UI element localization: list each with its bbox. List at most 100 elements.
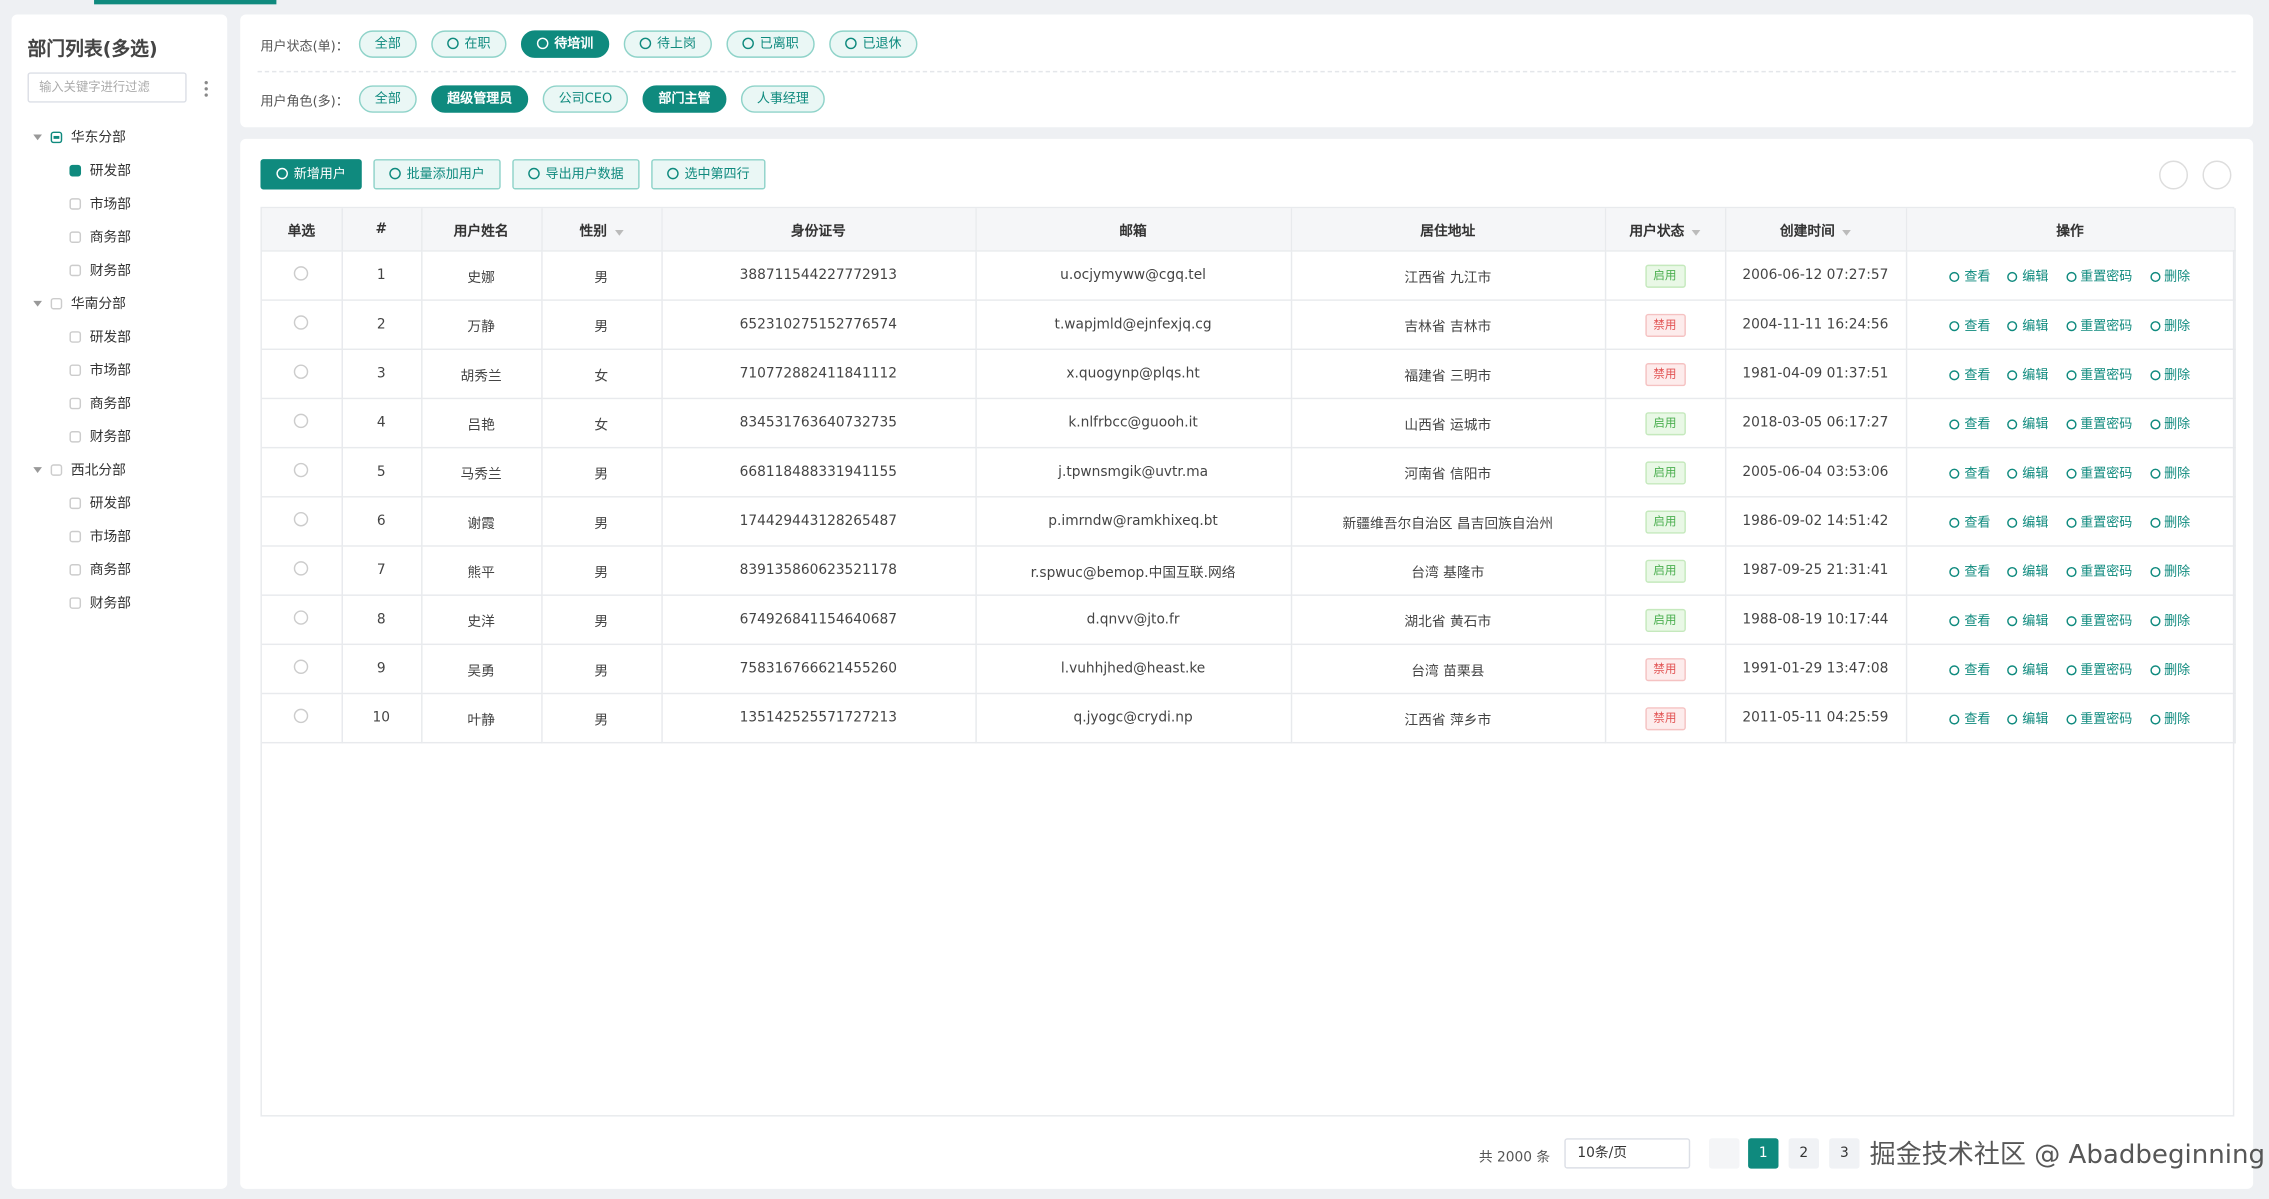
settings-button[interactable] — [2202, 160, 2232, 190]
tree-item[interactable]: 商务部 — [69, 227, 131, 250]
page-size-select[interactable]: 10条/页 — [1564, 1138, 1691, 1169]
action-link[interactable]: 删除 — [2149, 369, 2190, 383]
action-link[interactable]: 重置密码 — [2065, 270, 2133, 285]
tree-group[interactable]: 华南分部 — [33, 294, 126, 317]
action-link[interactable]: 删除 — [2149, 270, 2190, 285]
filter-pill[interactable]: 待上岗 — [623, 30, 712, 58]
search-input[interactable]: 输入关键字进行过滤 — [27, 72, 187, 103]
checkbox[interactable] — [50, 131, 63, 144]
action-link[interactable]: 删除 — [2149, 664, 2190, 678]
page-button[interactable]: 1 — [1748, 1138, 1779, 1169]
tree-item[interactable]: 财务部 — [69, 593, 131, 616]
filter-pill[interactable]: 超级管理员 — [431, 85, 529, 113]
sort-icon[interactable] — [1842, 229, 1851, 236]
tree-item[interactable]: 研发部 — [69, 493, 131, 516]
radio[interactable] — [294, 659, 309, 674]
action-link[interactable]: 编辑 — [2007, 516, 2048, 531]
action-link[interactable]: 编辑 — [2007, 418, 2048, 432]
filter-pill[interactable]: 公司CEO — [542, 85, 629, 113]
tree-item[interactable]: 研发部 — [69, 327, 131, 350]
checkbox[interactable] — [69, 397, 82, 410]
action-link[interactable]: 查看 — [1949, 615, 1990, 629]
action-link[interactable]: 编辑 — [2007, 369, 2048, 383]
action-link[interactable]: 删除 — [2149, 566, 2190, 580]
action-link[interactable]: 查看 — [1949, 566, 1990, 580]
action-link[interactable]: 重置密码 — [2065, 467, 2133, 482]
radio[interactable] — [294, 708, 309, 724]
tree-item[interactable]: 财务部 — [69, 427, 131, 450]
action-link[interactable]: 查看 — [1949, 320, 1990, 334]
filter-pill[interactable]: 人事经理 — [740, 85, 825, 113]
tree-item[interactable]: 市场部 — [69, 194, 131, 217]
radio[interactable] — [294, 610, 309, 625]
radio[interactable] — [294, 462, 309, 478]
filter-pill[interactable]: 部门主管 — [642, 85, 727, 113]
action-link[interactable]: 查看 — [1949, 270, 1990, 285]
checkbox[interactable] — [50, 464, 63, 476]
action-link[interactable]: 编辑 — [2007, 467, 2048, 482]
checkbox[interactable] — [69, 564, 82, 576]
tree-group[interactable]: 华东分部 — [33, 127, 126, 150]
filter-pill[interactable]: 已离职 — [726, 30, 815, 58]
filter-pill[interactable]: 全部 — [358, 85, 417, 113]
tree-item[interactable]: 商务部 — [69, 560, 131, 583]
radio[interactable] — [294, 413, 309, 429]
column-header[interactable]: 性别 — [541, 208, 663, 252]
action-link[interactable]: 编辑 — [2007, 320, 2048, 334]
action-link[interactable]: 重置密码 — [2065, 320, 2133, 334]
tree-item[interactable]: 财务部 — [69, 260, 131, 283]
action-link[interactable]: 重置密码 — [2065, 418, 2133, 432]
filter-pill[interactable]: 已退休 — [829, 30, 918, 58]
action-link[interactable]: 重置密码 — [2065, 713, 2133, 727]
action-link[interactable]: 重置密码 — [2065, 664, 2133, 678]
checkbox[interactable] — [69, 198, 82, 210]
page-button[interactable]: 2 — [1788, 1138, 1820, 1169]
tree-item[interactable]: 市场部 — [69, 360, 131, 383]
radio[interactable] — [294, 315, 309, 330]
refresh-button[interactable] — [2159, 160, 2189, 190]
checkbox[interactable] — [69, 530, 82, 543]
checkbox[interactable] — [69, 164, 82, 177]
checkbox[interactable] — [69, 364, 82, 377]
radio[interactable] — [294, 266, 309, 281]
checkbox[interactable] — [50, 297, 63, 310]
action-link[interactable]: 编辑 — [2007, 566, 2048, 580]
sort-icon[interactable] — [614, 229, 623, 236]
action-link[interactable]: 查看 — [1949, 418, 1990, 432]
more-icon[interactable] — [204, 79, 209, 99]
checkbox[interactable] — [69, 331, 82, 343]
sort-icon[interactable] — [1691, 229, 1701, 236]
filter-pill[interactable]: 待培训 — [520, 30, 610, 58]
action-link[interactable]: 编辑 — [2007, 713, 2048, 727]
action-link[interactable]: 编辑 — [2007, 664, 2048, 678]
toolbar-button[interactable]: 导出用户数据 — [512, 159, 640, 190]
page-button[interactable]: 3 — [1829, 1138, 1860, 1169]
tree-item[interactable]: 市场部 — [69, 526, 131, 549]
radio[interactable] — [294, 561, 309, 576]
column-header[interactable]: 创建时间 — [1724, 208, 1907, 252]
action-link[interactable]: 查看 — [1949, 516, 1990, 531]
tree-item[interactable]: 研发部 — [69, 161, 131, 184]
action-link[interactable]: 删除 — [2149, 418, 2190, 432]
action-link[interactable]: 查看 — [1949, 369, 1990, 383]
column-header[interactable]: 用户状态 — [1604, 208, 1726, 252]
action-link[interactable]: 编辑 — [2007, 615, 2048, 629]
action-link[interactable]: 删除 — [2149, 713, 2190, 727]
action-link[interactable]: 重置密码 — [2065, 369, 2133, 383]
radio[interactable] — [294, 511, 309, 527]
toolbar-button[interactable]: 批量添加用户 — [373, 159, 501, 190]
action-link[interactable]: 查看 — [1949, 713, 1990, 727]
action-link[interactable]: 编辑 — [2007, 270, 2048, 285]
action-link[interactable]: 删除 — [2149, 467, 2190, 482]
checkbox[interactable] — [69, 497, 82, 510]
checkbox[interactable] — [69, 597, 82, 609]
toolbar-button[interactable]: 选中第四行 — [651, 159, 766, 190]
filter-pill[interactable]: 在职 — [431, 30, 507, 58]
action-link[interactable]: 重置密码 — [2065, 615, 2133, 629]
action-link[interactable]: 重置密码 — [2065, 566, 2133, 580]
checkbox[interactable] — [69, 430, 82, 443]
tree-group[interactable]: 西北分部 — [33, 460, 126, 483]
prev-page[interactable] — [1709, 1138, 1740, 1169]
action-link[interactable]: 删除 — [2149, 615, 2190, 629]
filter-pill[interactable]: 全部 — [358, 30, 417, 58]
